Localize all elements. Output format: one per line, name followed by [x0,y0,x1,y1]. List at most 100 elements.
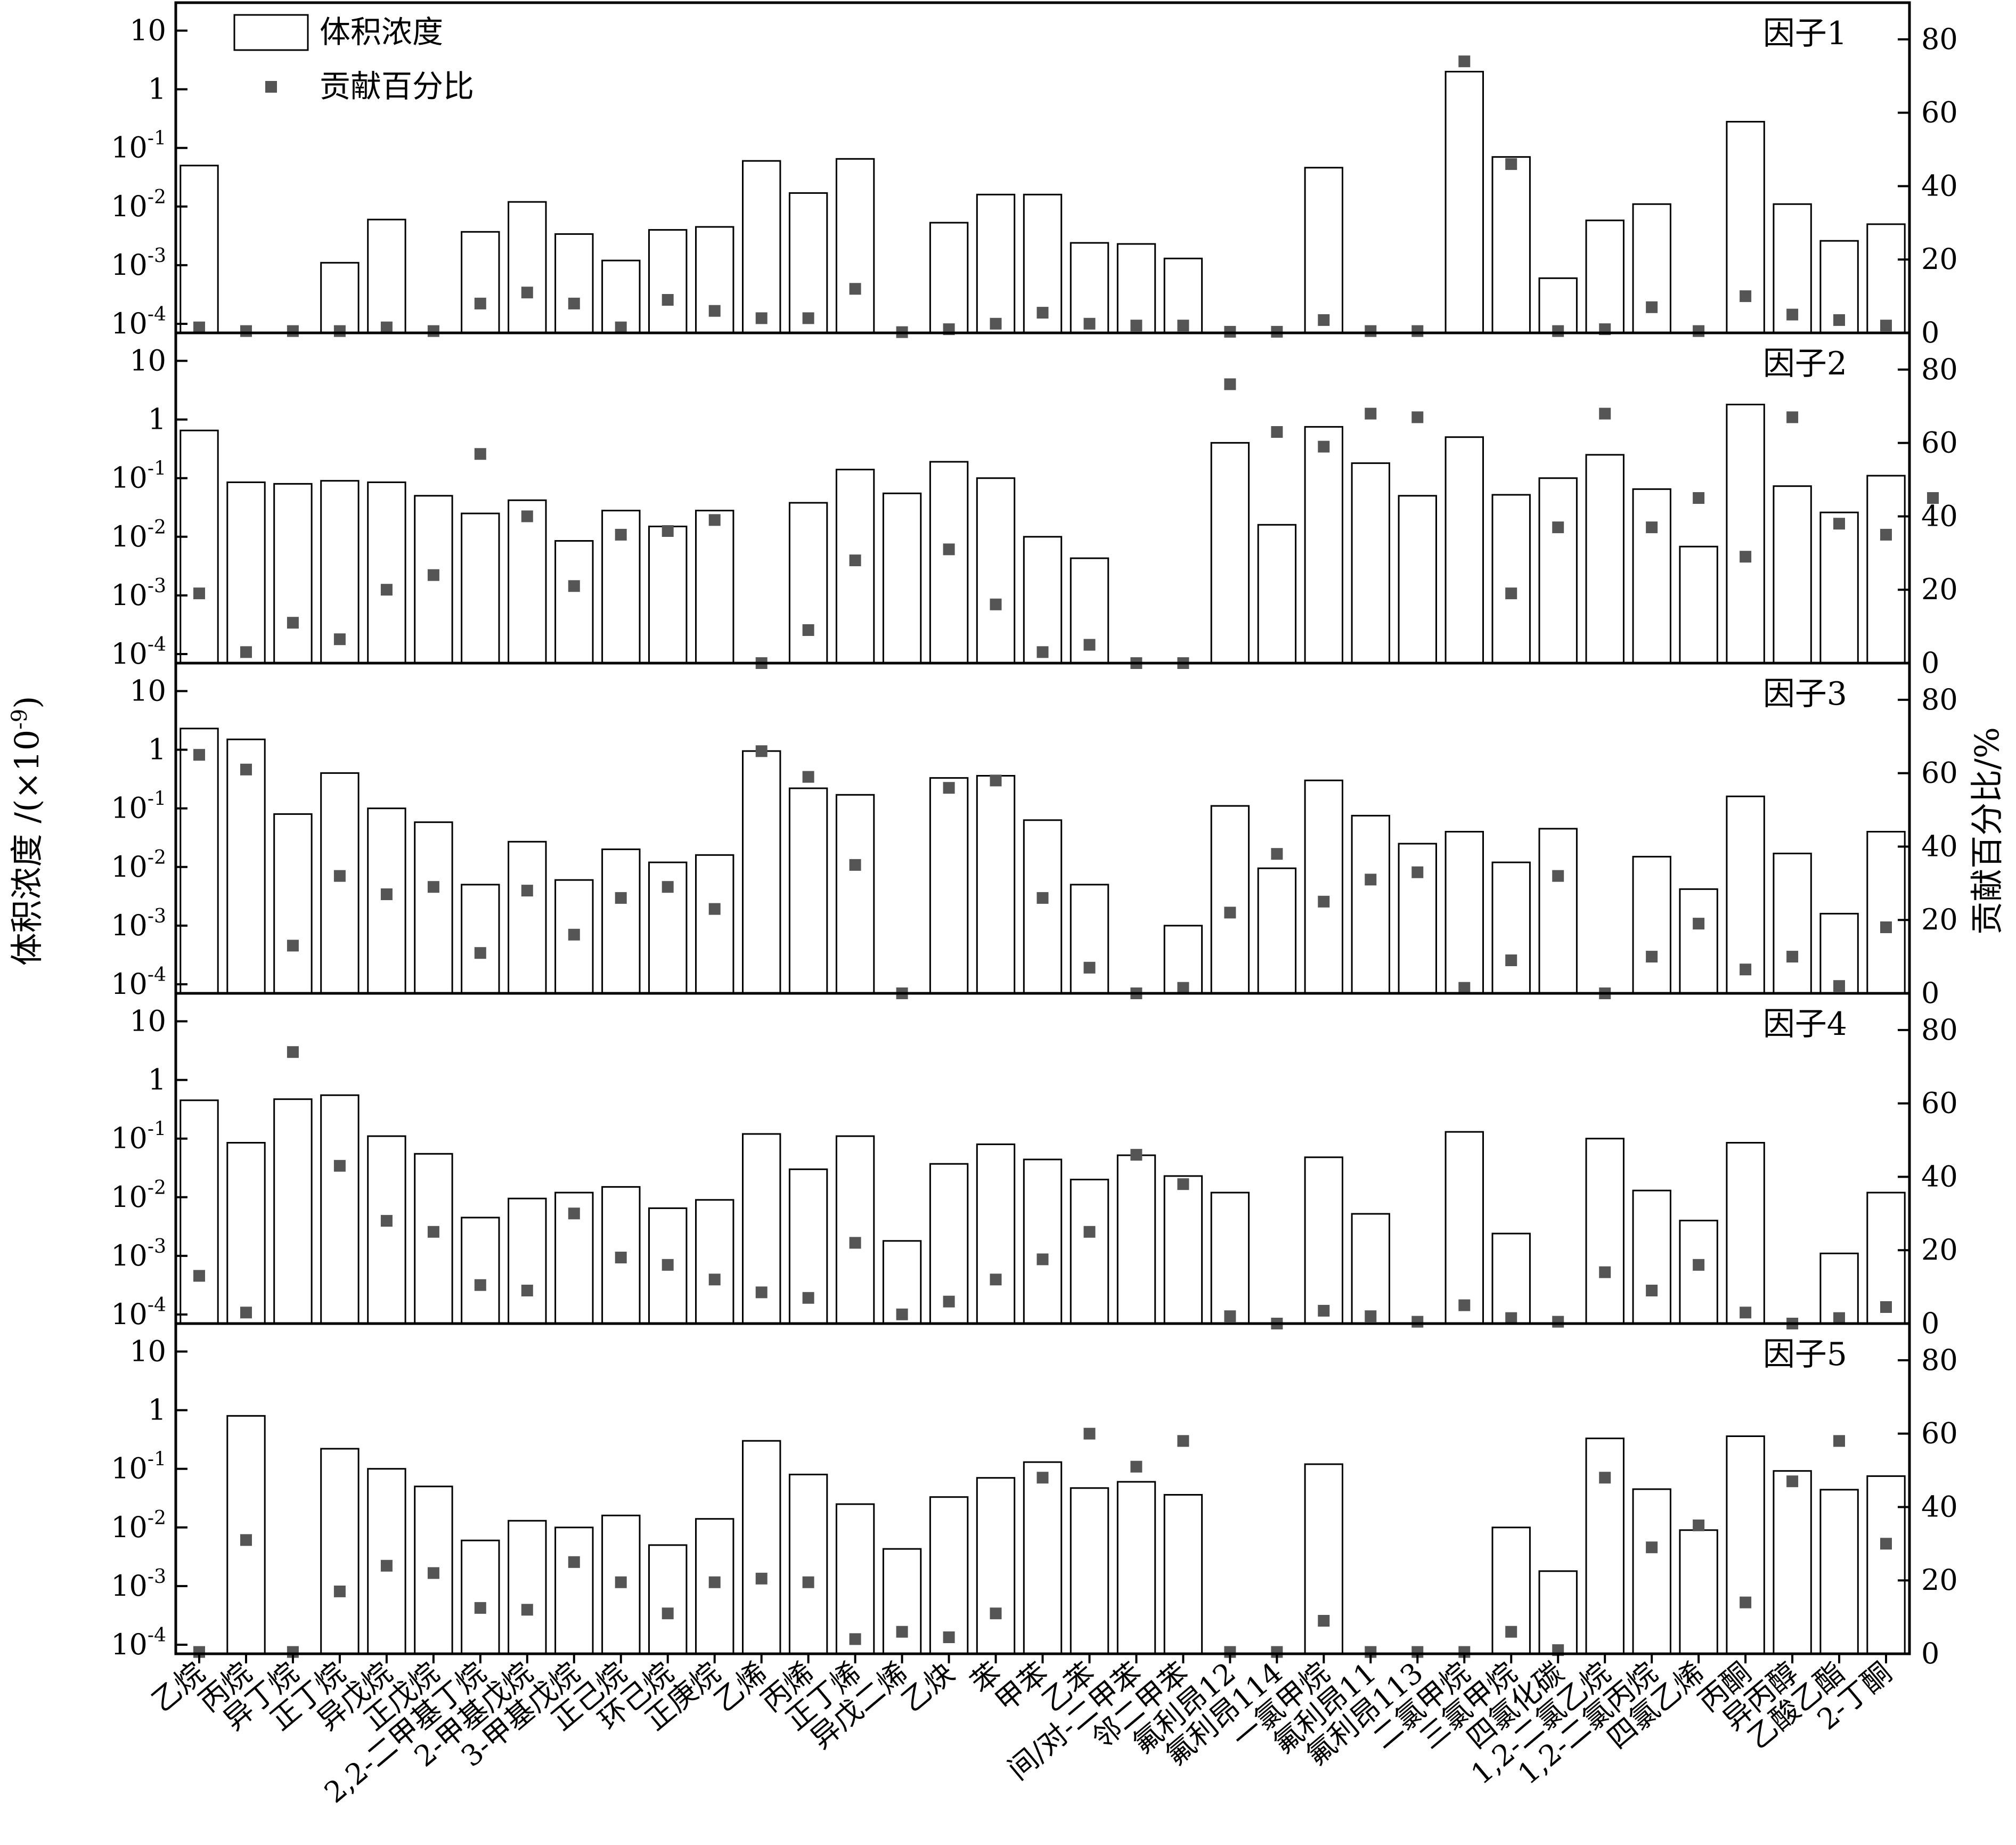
concentration-bar [461,884,500,994]
contribution-point [240,1307,252,1319]
concentration-bar [226,481,266,664]
contribution-point [1083,639,1096,651]
contribution-point [708,514,721,526]
left-tick-label: 1 [148,72,166,106]
contribution-point [193,749,205,761]
concentration-bar [273,1098,313,1325]
contribution-point [990,1607,1002,1620]
contribution-point [380,1215,393,1227]
contribution-point [521,885,533,897]
contribution-point [1786,1475,1799,1488]
concentration-bar [1679,1220,1718,1325]
contribution-point [1177,1178,1189,1190]
concentration-bar [1585,219,1625,334]
contribution-point [287,325,299,337]
right-tick-label: 0 [1921,316,1939,349]
contribution-point [1505,1626,1517,1638]
contribution-point [1505,587,1517,600]
left-tick-label: 10 [129,1005,166,1038]
concentration-bar [1023,536,1063,664]
concentration-bar [320,1448,360,1655]
contribution-point [662,881,674,893]
concentration-bar [554,1526,594,1655]
right-tick-label: 80 [1921,353,1958,386]
concentration-bar [1116,1154,1156,1325]
contribution-point [1177,1435,1189,1447]
concentration-bar [1726,1435,1765,1655]
contribution-point [427,881,439,893]
concentration-bar [835,794,875,994]
contribution-point [474,448,486,460]
left-tick-label: 1 [148,403,166,436]
left-tick-label: 10-3 [111,905,166,942]
contribution-point [1083,1226,1096,1238]
concentration-bar [1070,1179,1109,1325]
contribution-point [1833,1312,1845,1324]
concentration-bar [1257,867,1297,994]
concentration-bar [1444,1131,1484,1325]
right-tick-label: 40 [1921,1490,1958,1523]
contribution-point [1646,301,1658,313]
contribution-point [708,1273,721,1286]
contribution-point [1880,1538,1892,1550]
left-tick-label: 10-4 [111,634,166,671]
contribution-point [521,1604,533,1616]
left-tick-label: 1 [148,1393,166,1427]
concentration-bar [1210,805,1250,994]
contribution-point [755,745,768,757]
contribution-point [1365,407,1377,420]
contribution-point [849,283,861,295]
contribution-point [287,617,299,629]
contribution-point [1833,314,1845,326]
contribution-point [1224,1310,1236,1322]
contribution-point [990,1273,1002,1286]
concentration-bar [648,229,688,334]
concentration-bar [1070,884,1109,994]
contribution-point [1552,325,1564,337]
right-tick-label: 0 [1921,1307,1939,1340]
contribution-point [333,325,346,337]
contribution-point [1271,426,1283,438]
contribution-point [708,903,721,915]
contribution-point [1693,325,1705,337]
factor-panel-2: 10-4 10-3 10-2 10-1 1 10 0 20 40 60 80 因子2 [111,331,1958,680]
contribution-point [1552,521,1564,534]
concentration-bar [1773,852,1812,994]
concentration-bar [1773,485,1812,664]
contribution-point [1693,1519,1705,1531]
contribution-point [240,1534,252,1546]
left-tick-label: 10-2 [111,517,166,553]
contribution-point [943,1631,955,1643]
concentration-bar [1304,426,1344,664]
contribution-point [568,580,580,592]
contribution-point [1318,895,1330,908]
concentration-bar [508,1520,547,1655]
concentration-bar [1538,828,1578,994]
factor-title: 因子1 [1763,15,1847,52]
concentration-bar [1116,1481,1156,1655]
concentration-bar [273,813,313,994]
concentration-bar [179,1099,219,1325]
contribution-point [990,598,1002,610]
left-tick-label: 10-4 [111,1294,166,1331]
concentration-bar [226,738,266,994]
contribution-point [1177,320,1189,332]
contribution-point [1365,325,1377,337]
concentration-bar [835,1503,875,1655]
contribution-point [755,312,768,324]
concentration-bar [367,807,406,994]
left-axis-title: 体积浓度 /(×10-9) [7,696,46,966]
factor-panel-4: 10-4 10-3 10-2 10-1 1 10 0 20 40 60 80 因子4 [111,992,1958,1340]
contribution-point [896,1308,908,1320]
concentration-bar [1163,1494,1203,1655]
concentration-bar [601,259,641,334]
contribution-point [1458,55,1471,68]
left-tick-label: 10-3 [111,575,166,612]
contribution-point [1833,980,1845,992]
contribution-point [755,1572,768,1585]
contribution-point [193,1270,205,1282]
contribution-point [662,1607,674,1620]
right-tick-label: 20 [1921,1563,1958,1597]
contribution-point [755,1286,768,1299]
right-tick-label: 40 [1921,829,1958,863]
